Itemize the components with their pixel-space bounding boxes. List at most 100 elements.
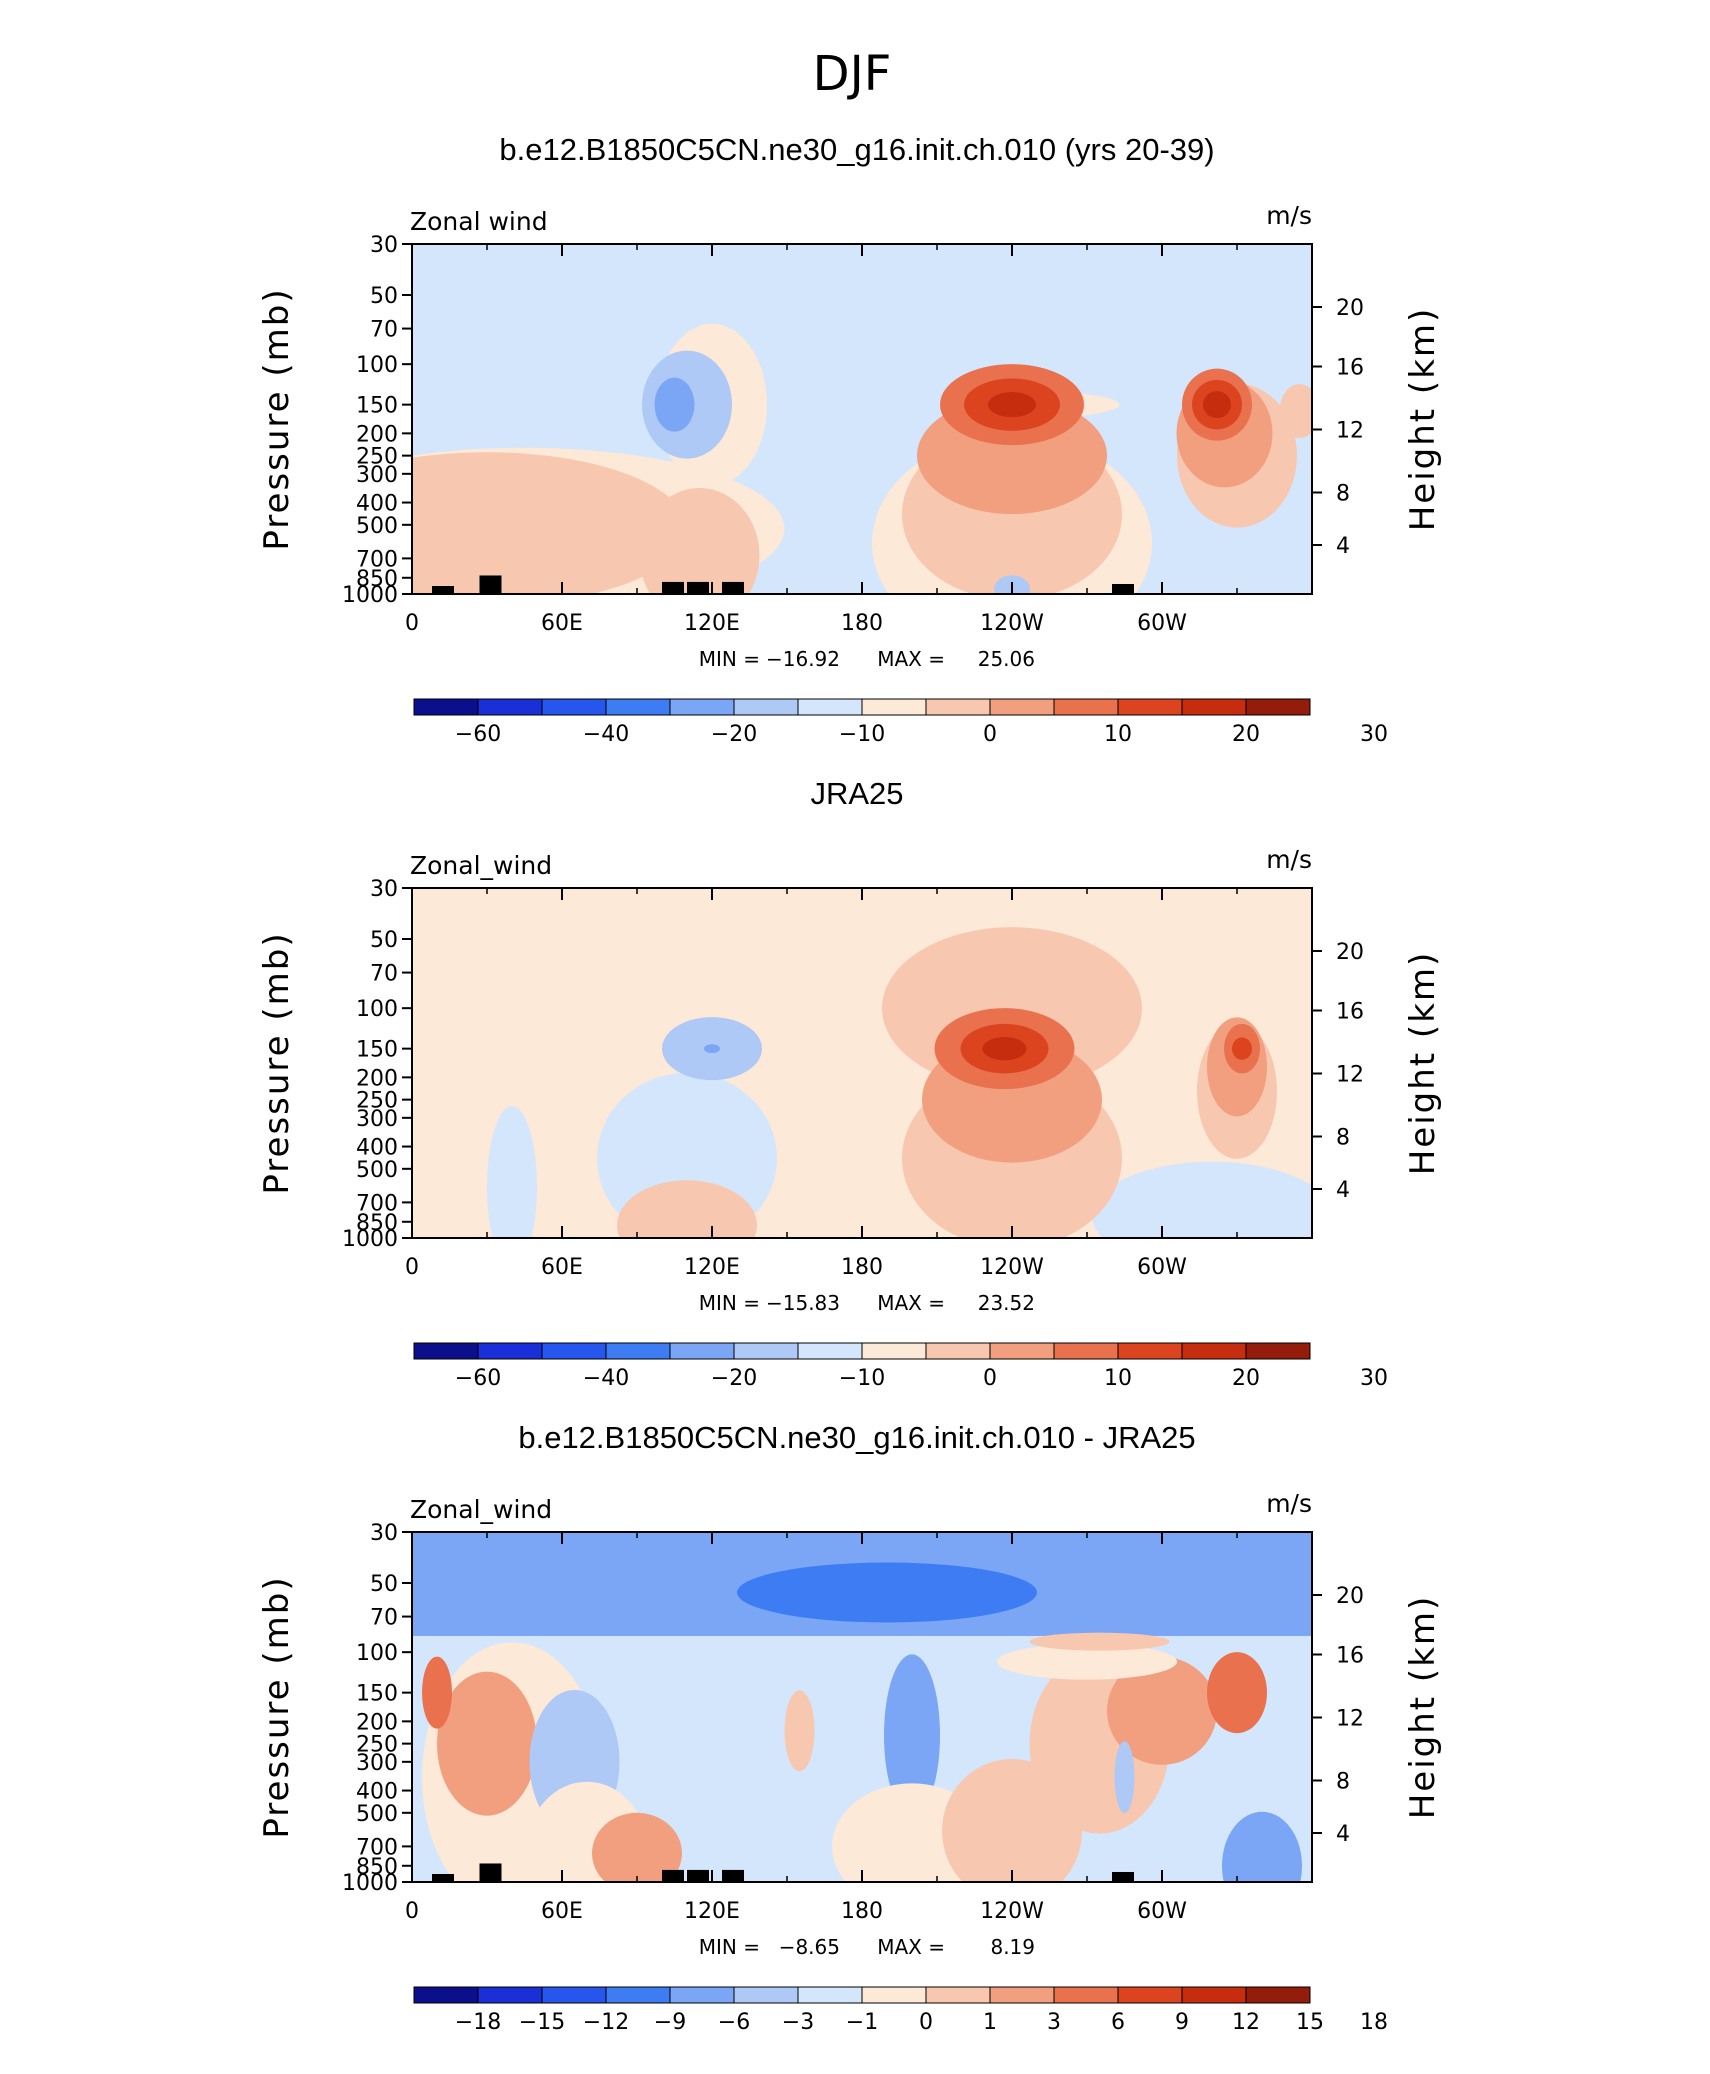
y-tick-label: 200 bbox=[356, 1066, 398, 1091]
x-tick-label: 120E bbox=[684, 611, 740, 636]
plot-area bbox=[412, 888, 1312, 1238]
contour-region bbox=[1207, 1652, 1267, 1734]
panel-title: b.e12.B1850C5CN.ne30_g16.init.ch.010 (yr… bbox=[499, 132, 1214, 167]
colorbar-swatch bbox=[989, 698, 1055, 716]
y-right-tick-label: 4 bbox=[1336, 534, 1350, 559]
contour-region bbox=[437, 1671, 537, 1816]
y-right-tick-label: 12 bbox=[1336, 419, 1364, 444]
colorbar-swatch bbox=[733, 1986, 799, 2004]
colorbar-label: 1 bbox=[983, 2010, 997, 2035]
y-tick-label: 400 bbox=[356, 1780, 398, 1805]
y-right-tick-label: 20 bbox=[1336, 940, 1364, 965]
y-tick-label: 50 bbox=[370, 928, 398, 953]
contour-region bbox=[982, 1036, 1027, 1061]
colorbar-swatch bbox=[1245, 698, 1311, 716]
contour-region bbox=[1203, 391, 1231, 419]
y-tick-label: 100 bbox=[356, 1641, 398, 1666]
y-tick-label: 200 bbox=[356, 1710, 398, 1735]
colorbar-label: −3 bbox=[782, 2010, 814, 2035]
y-tick-label: 200 bbox=[356, 422, 398, 447]
colorbar-swatch bbox=[925, 698, 991, 716]
colorbar-label: 12 bbox=[1232, 2010, 1260, 2035]
colorbar-swatch bbox=[413, 698, 479, 716]
x-tick-label: 120W bbox=[980, 1255, 1044, 1280]
y-tick-label: 1000 bbox=[342, 1871, 398, 1896]
colorbar-swatch bbox=[413, 1342, 479, 1360]
field-label: Zonal_wind bbox=[410, 851, 552, 880]
colorbar-swatch bbox=[413, 1986, 479, 2004]
land-mask bbox=[662, 581, 684, 594]
x-tick-label: 180 bbox=[841, 611, 883, 636]
x-tick-label: 120E bbox=[684, 1255, 740, 1280]
stat-min-label: MIN = bbox=[699, 1291, 760, 1315]
y-tick-label: 500 bbox=[356, 514, 398, 539]
y-tick-label: 70 bbox=[370, 962, 398, 987]
stat-min-value: −8.65 bbox=[779, 1935, 840, 1959]
colorbar-swatch bbox=[477, 1342, 543, 1360]
colorbar-label: −60 bbox=[455, 722, 501, 747]
panel-2: JRA25 Zonal_wind m/s 0 60E 120E 180 120W 60W 30 50… bbox=[257, 776, 1443, 1391]
panel-3: b.e12.B1850C5CN.ne30_g16.init.ch.010 - J… bbox=[257, 1420, 1443, 2035]
units-label: m/s bbox=[1266, 1489, 1312, 1518]
colorbar-label: 15 bbox=[1296, 2010, 1324, 2035]
colorbar-swatch bbox=[1181, 1342, 1247, 1360]
colorbar-label: 18 bbox=[1360, 2010, 1388, 2035]
land-mask bbox=[479, 1863, 502, 1882]
x-tick-label: 180 bbox=[841, 1899, 883, 1924]
colorbar-swatch bbox=[989, 1342, 1055, 1360]
contour-region bbox=[1029, 1632, 1170, 1651]
colorbar-swatch bbox=[477, 1986, 543, 2004]
y-right-tick-label: 16 bbox=[1336, 356, 1364, 381]
colorbar-label: 20 bbox=[1232, 1366, 1260, 1391]
colorbar-label: 0 bbox=[983, 722, 997, 747]
x-tick-label: 120W bbox=[980, 1899, 1044, 1924]
colorbar-label: −60 bbox=[455, 1366, 501, 1391]
y-tick-label: 850 bbox=[356, 567, 398, 592]
land-mask bbox=[722, 1869, 744, 1882]
y-right-tick-label: 4 bbox=[1336, 1822, 1350, 1847]
stat-max-label: MAX = bbox=[877, 1935, 945, 1959]
plot-area bbox=[412, 244, 1312, 594]
x-tick-label: 0 bbox=[405, 611, 419, 636]
colorbar-label: −1 bbox=[846, 2010, 878, 2035]
colorbar-swatch bbox=[605, 1342, 671, 1360]
colorbar-label: −12 bbox=[583, 2010, 629, 2035]
land-mask bbox=[479, 575, 502, 594]
stat-max-label: MAX = bbox=[877, 647, 945, 671]
y-right-tick-label: 12 bbox=[1336, 1707, 1364, 1732]
y-tick-label: 30 bbox=[370, 877, 398, 902]
colorbar-swatch bbox=[861, 698, 927, 716]
y-tick-label: 70 bbox=[370, 1606, 398, 1631]
colorbar-swatch bbox=[925, 1342, 991, 1360]
contour-region bbox=[1279, 384, 1312, 439]
x-tick-label: 60W bbox=[1137, 1899, 1187, 1924]
y-tick-label: 850 bbox=[356, 1211, 398, 1236]
contour-region bbox=[1107, 1656, 1217, 1765]
y-right-tick-label: 8 bbox=[1336, 482, 1350, 507]
y-tick-label: 50 bbox=[370, 1572, 398, 1597]
colorbar-swatch bbox=[605, 1986, 671, 2004]
y-right-tick-label: 20 bbox=[1336, 296, 1364, 321]
y-tick-label: 700 bbox=[356, 547, 398, 572]
y-tick-label: 400 bbox=[356, 492, 398, 517]
colorbar-swatch bbox=[1053, 1986, 1119, 2004]
y-right-tick-label: 12 bbox=[1336, 1063, 1364, 1088]
land-mask bbox=[432, 1874, 454, 1882]
contour-region bbox=[422, 1656, 452, 1729]
colorbar-label: −6 bbox=[718, 2010, 750, 2035]
land-mask bbox=[1112, 583, 1134, 594]
y-right-tick-label: 20 bbox=[1336, 1584, 1364, 1609]
panel-1: b.e12.B1850C5CN.ne30_g16.init.ch.010 (yr… bbox=[257, 132, 1443, 747]
colorbar-label: −10 bbox=[839, 1366, 885, 1391]
contour-region bbox=[639, 488, 760, 594]
colorbar-swatch bbox=[541, 698, 607, 716]
y-tick-label: 250 bbox=[356, 1089, 398, 1114]
stat-min-label: MIN = bbox=[699, 647, 760, 671]
stat-min-label: MIN = bbox=[699, 1935, 760, 1959]
x-tick-label: 60E bbox=[541, 1255, 583, 1280]
contour-region bbox=[412, 452, 687, 594]
contour-region bbox=[884, 1654, 940, 1817]
stat-max-value: 23.52 bbox=[978, 1291, 1035, 1315]
contour-region bbox=[654, 377, 695, 432]
contour-region bbox=[592, 1812, 682, 1882]
